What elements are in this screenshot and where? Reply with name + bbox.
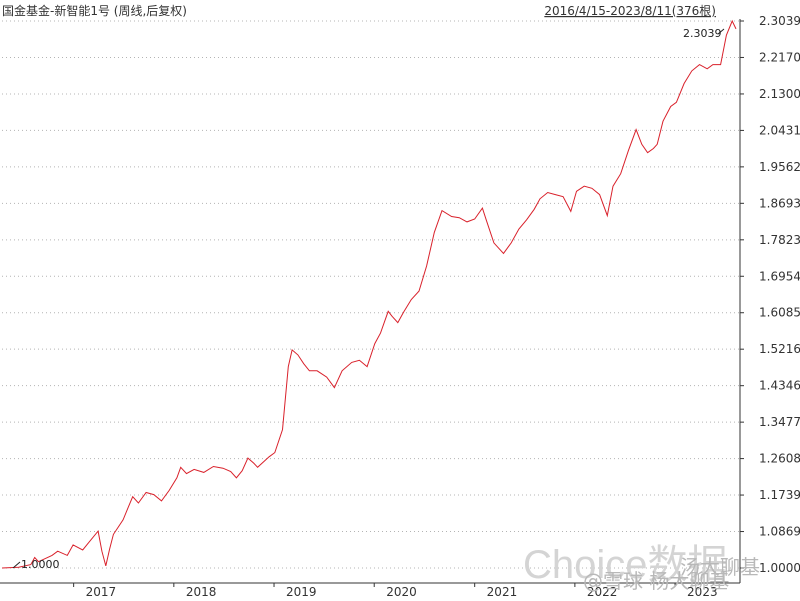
max-annotation-arrow xyxy=(717,28,725,35)
watermark-wechat: 汤大聊基 xyxy=(680,555,760,579)
x-tick-label: 2022 xyxy=(587,585,618,599)
y-tick-label: 1.0869 xyxy=(759,525,800,539)
chart-title: 国金基金-新智能1号 (周线,后复权) xyxy=(2,3,187,18)
watermark-account: @雪球 杨大聊基 xyxy=(583,569,729,593)
y-tick-label: 1.3477 xyxy=(759,415,800,429)
x-tick-label: 2017 xyxy=(86,585,117,599)
y-tick-label: 1.6954 xyxy=(759,269,800,283)
watermark-brand: Choice数据 xyxy=(523,543,728,587)
y-tick-label: 1.8693 xyxy=(759,196,800,210)
y-tick-label: 2.0431 xyxy=(759,123,800,137)
y-tick-label: 1.6085 xyxy=(759,306,800,320)
y-tick-label: 1.9562 xyxy=(759,160,800,174)
y-tick-label: 1.4346 xyxy=(759,379,800,393)
y-tick-label: 1.5216 xyxy=(759,342,800,356)
x-tick-label: 2020 xyxy=(386,585,417,599)
grid-lines xyxy=(2,20,744,569)
y-tick-label: 2.1300 xyxy=(759,87,800,101)
max-annotation: 2.3039 xyxy=(683,27,725,40)
watermark: Choice数据 @雪球 杨大聊基 汤大聊基 xyxy=(523,543,760,593)
x-tick-label: 2023 xyxy=(687,585,718,599)
y-tick-label: 1.2608 xyxy=(759,452,800,466)
x-tick-label: 2021 xyxy=(487,585,518,599)
series-line xyxy=(1,19,737,569)
min-annotation: 1.0000 xyxy=(12,558,60,571)
y-tick-label: 1.1739 xyxy=(759,488,800,502)
min-annotation-arrow xyxy=(12,561,21,569)
y-tick-label: 2.3039 xyxy=(759,14,800,28)
min-annotation-label: 1.0000 xyxy=(21,558,60,571)
x-tick-labels: 2017 2018 2019 2020 2021 2022 2023 xyxy=(73,583,718,599)
x-tick-label: 2019 xyxy=(286,585,317,599)
y-tick-label: 2.2170 xyxy=(759,50,800,64)
x-tick-label: 2018 xyxy=(186,585,217,599)
y-tick-labels: 2.3039 2.2170 2.1300 2.0431 1.9562 1.8693 1.78… xyxy=(759,14,800,575)
axes xyxy=(0,19,741,584)
max-annotation-label: 2.3039 xyxy=(683,27,722,40)
y-tick-label: 1.0000 xyxy=(759,561,800,575)
y-tick-label: 1.7823 xyxy=(759,233,800,247)
date-range-label: 2016/4/15-2023/8/11(376根) xyxy=(544,4,716,18)
